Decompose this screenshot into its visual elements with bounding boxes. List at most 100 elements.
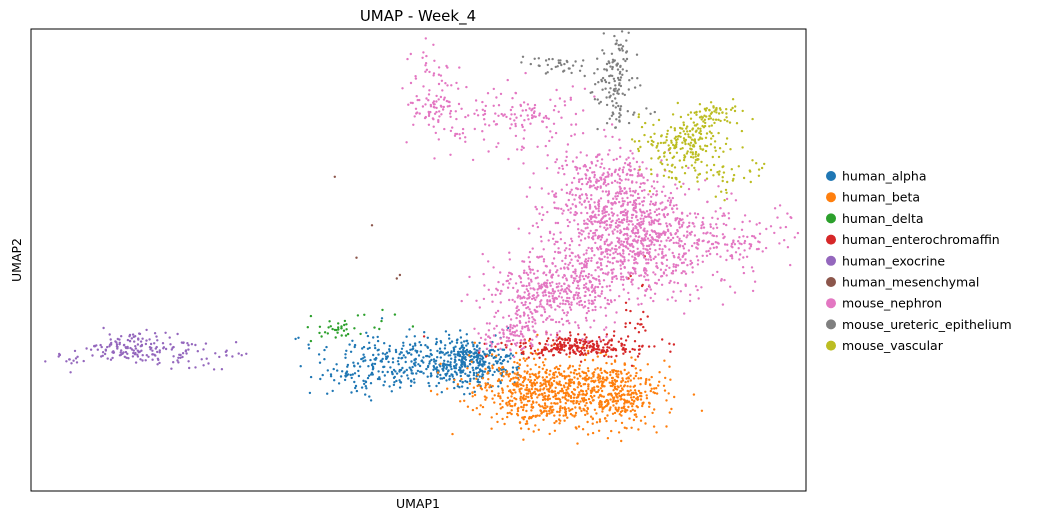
- point-mouse-nephron: [538, 114, 541, 117]
- point-human-beta: [562, 414, 565, 417]
- legend-marker-mouse-ureteric-epithelium: [826, 319, 836, 330]
- point-mouse-nephron: [668, 266, 671, 269]
- point-mouse-vascular: [693, 124, 697, 127]
- point-human-beta: [619, 384, 622, 387]
- point-human-beta: [561, 406, 564, 410]
- point-mouse-vascular: [699, 147, 702, 150]
- point-mouse-nephron: [565, 279, 569, 282]
- point-mouse-nephron: [550, 275, 553, 279]
- point-human-beta: [600, 389, 604, 393]
- point-human-exocrine: [100, 345, 103, 349]
- point-human-enterochromaffin: [587, 352, 590, 355]
- point-mouse-nephron: [751, 289, 755, 293]
- point-mouse-nephron: [610, 300, 613, 304]
- point-human-enterochromaffin: [538, 342, 542, 345]
- point-mouse-nephron: [499, 292, 502, 295]
- point-mouse-nephron: [563, 282, 566, 286]
- point-mouse-nephron: [606, 256, 609, 259]
- point-mouse-nephron: [598, 338, 602, 341]
- point-mouse-nephron: [548, 271, 551, 274]
- point-mouse-nephron: [677, 256, 680, 259]
- point-human-beta: [498, 368, 501, 372]
- point-mouse-nephron: [435, 110, 438, 114]
- point-human-beta: [522, 379, 526, 382]
- point-human-beta: [468, 354, 471, 357]
- point-mouse-vascular: [697, 154, 700, 157]
- point-mouse-nephron: [526, 114, 529, 117]
- point-human-delta: [363, 313, 366, 316]
- point-human-enterochromaffin: [505, 346, 508, 349]
- point-mouse-nephron: [588, 219, 591, 223]
- point-mouse-nephron: [558, 167, 561, 170]
- point-mouse-nephron: [554, 192, 558, 195]
- point-mouse-nephron: [614, 168, 617, 171]
- point-mouse-nephron: [579, 299, 583, 303]
- point-mouse-nephron: [617, 218, 620, 221]
- point-mouse-nephron: [615, 311, 618, 314]
- point-mouse-nephron: [705, 254, 709, 257]
- legend-marker-human-delta: [826, 213, 836, 224]
- point-mouse-nephron: [511, 97, 514, 100]
- point-human-alpha: [468, 371, 472, 374]
- point-mouse-vascular: [668, 147, 671, 151]
- point-human-beta: [510, 377, 513, 381]
- point-mouse-vascular: [648, 190, 652, 193]
- point-mouse-nephron: [594, 305, 597, 309]
- point-mouse-nephron: [607, 173, 610, 176]
- point-human-beta: [541, 361, 545, 364]
- point-human-beta: [491, 397, 494, 400]
- point-mouse-vascular: [664, 141, 667, 144]
- point-mouse-nephron: [635, 160, 639, 164]
- point-mouse-nephron: [508, 328, 512, 331]
- point-human-beta: [577, 381, 581, 384]
- point-human-enterochromaffin: [573, 343, 576, 346]
- point-human-beta: [612, 398, 615, 401]
- point-mouse-nephron: [616, 214, 619, 217]
- point-mouse-nephron: [576, 280, 579, 283]
- point-human-beta: [499, 397, 502, 400]
- point-mouse-nephron: [743, 249, 746, 252]
- point-human-exocrine: [234, 341, 238, 344]
- point-mouse-nephron: [591, 249, 594, 253]
- point-mouse-ureteric-epithelium: [551, 57, 554, 61]
- point-mouse-nephron: [683, 193, 687, 196]
- point-mouse-nephron: [593, 298, 596, 302]
- point-human-beta: [475, 407, 478, 410]
- point-mouse-nephron: [610, 280, 614, 284]
- point-mouse-nephron: [538, 285, 542, 288]
- point-human-exocrine: [176, 359, 179, 362]
- point-human-beta: [546, 388, 549, 391]
- point-human-alpha: [499, 355, 503, 359]
- point-mouse-nephron: [652, 257, 655, 260]
- point-mouse-nephron: [557, 295, 561, 298]
- point-mouse-nephron: [721, 233, 725, 236]
- point-mouse-nephron: [564, 302, 567, 306]
- point-mouse-nephron: [484, 333, 488, 336]
- point-mouse-nephron: [726, 243, 729, 246]
- point-human-beta: [510, 395, 513, 398]
- point-human-beta: [479, 404, 482, 407]
- point-mouse-nephron: [572, 298, 576, 301]
- point-mouse-nephron: [541, 120, 544, 123]
- point-human-beta: [574, 406, 577, 409]
- point-mouse-nephron: [476, 114, 480, 117]
- point-human-exocrine: [120, 349, 123, 352]
- point-mouse-nephron: [560, 289, 563, 292]
- point-human-beta: [635, 405, 638, 408]
- point-human-beta: [648, 405, 651, 408]
- point-mouse-vascular: [705, 164, 709, 167]
- point-mouse-nephron: [597, 220, 600, 223]
- point-mouse-nephron: [669, 201, 672, 204]
- point-human-alpha: [455, 341, 459, 344]
- point-mouse-nephron: [616, 194, 619, 198]
- point-mouse-vascular: [709, 117, 713, 120]
- point-human-alpha: [373, 362, 377, 366]
- point-mouse-nephron: [715, 223, 718, 226]
- point-mouse-nephron: [631, 174, 634, 177]
- point-mouse-nephron: [509, 278, 512, 281]
- point-mouse-nephron: [587, 257, 590, 260]
- point-mouse-nephron: [570, 237, 573, 240]
- point-human-beta: [561, 396, 564, 399]
- point-mouse-nephron: [594, 213, 597, 216]
- point-human-alpha: [430, 358, 433, 362]
